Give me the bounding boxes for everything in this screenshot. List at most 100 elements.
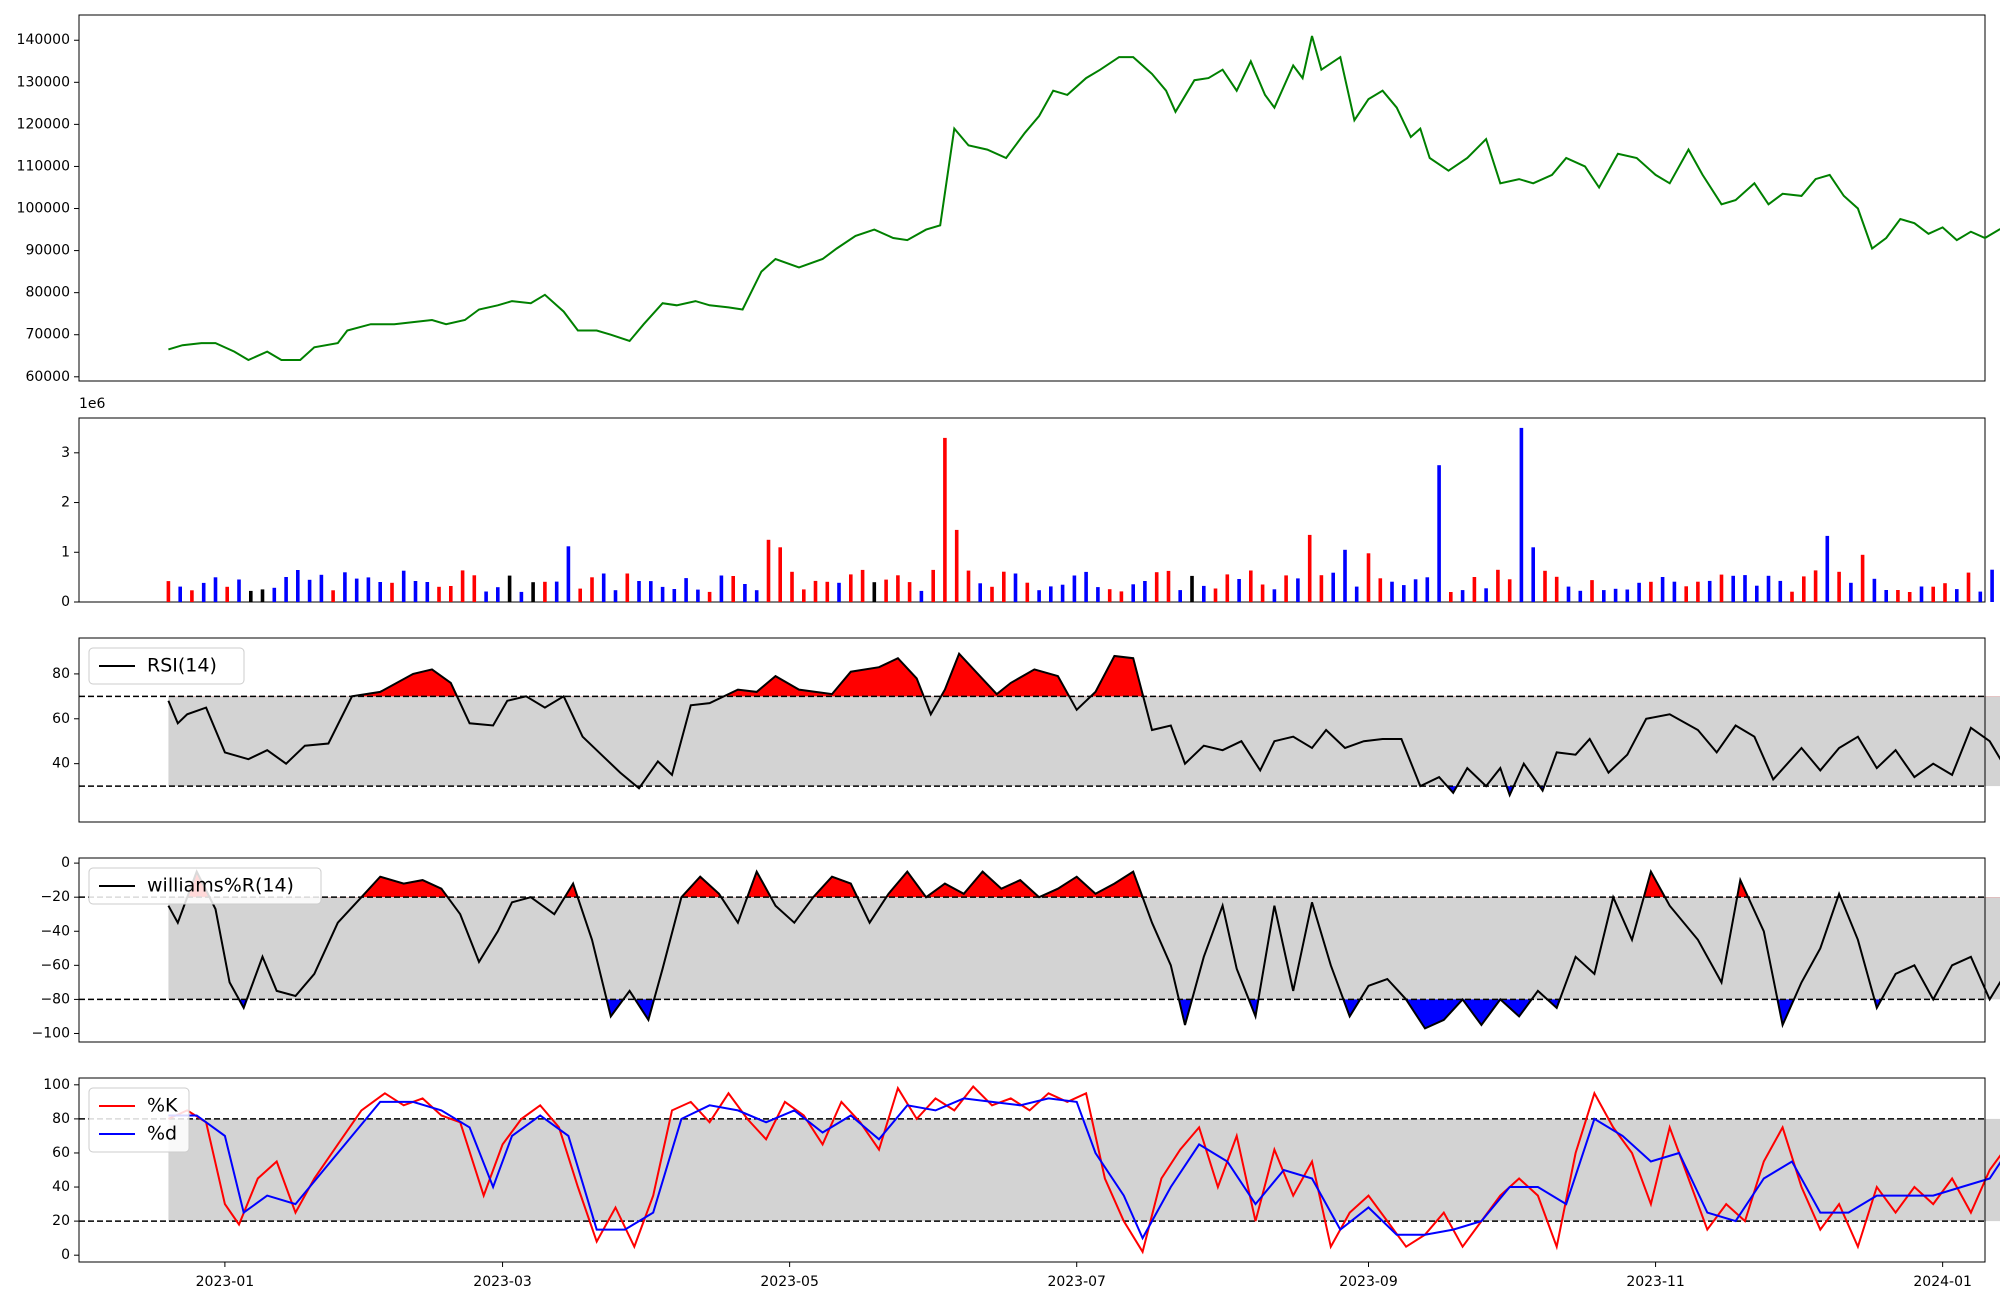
volume-bar	[919, 590, 924, 602]
volume-bar	[354, 578, 359, 602]
volume-y-tick-label: 0	[61, 594, 70, 610]
volume-bar	[613, 590, 618, 602]
volume-bar	[1225, 574, 1230, 602]
volume-bar	[684, 578, 688, 602]
rsi-oversold-fill	[168, 786, 2000, 795]
volume-bar	[178, 586, 182, 602]
stochastic-y-tick-label: 80	[52, 1111, 70, 1127]
price-y-tick-label: 110000	[17, 158, 70, 174]
volume-bar	[696, 589, 700, 602]
volume-bar	[1802, 576, 1806, 602]
volume-bar	[201, 582, 206, 602]
volume-bar	[1543, 570, 1547, 602]
x-tick-label: 2023-09	[1339, 1274, 1398, 1290]
volume-bar	[1896, 590, 1900, 602]
volume-bar	[1402, 585, 1406, 602]
volume-bar	[1696, 581, 1700, 602]
volume-bar	[213, 577, 218, 602]
volume-bar	[401, 570, 406, 602]
volume-bar	[778, 547, 782, 602]
volume-bar	[307, 579, 312, 602]
stochastic-legend-label: %K	[147, 1095, 178, 1117]
volume-bar	[1472, 577, 1477, 602]
volume-bar	[849, 574, 853, 602]
volume-bar	[1943, 583, 1947, 602]
volume-bar	[1449, 592, 1453, 602]
volume-bar	[907, 582, 912, 602]
volume-bar	[1978, 591, 1983, 602]
price-y-tick-label: 80000	[25, 285, 70, 301]
williams-band	[168, 897, 2000, 1000]
volume-bar	[1390, 581, 1394, 602]
volume-bar	[1343, 549, 1347, 602]
volume-bar	[1025, 582, 1030, 602]
volume-bar	[1296, 578, 1300, 602]
volume-bar	[1319, 575, 1324, 602]
volume-bar	[1990, 569, 1994, 602]
volume-y-tick-label: 3	[61, 445, 70, 461]
volume-bar	[1202, 585, 1206, 602]
x-tick-label: 2024-01	[1913, 1274, 1972, 1290]
volume-bar	[872, 582, 877, 602]
volume-bar	[1731, 575, 1735, 602]
volume-bar	[460, 570, 465, 602]
volume-bar	[743, 584, 747, 602]
volume-bar	[566, 546, 571, 602]
stochastic-y-tick-label: 0	[61, 1247, 70, 1263]
williams-legend-box	[88, 867, 322, 905]
price-y-tick-label: 60000	[25, 369, 70, 385]
volume-bar	[437, 586, 441, 602]
volume-bar	[931, 569, 935, 602]
stochastic-y-tick-label: 100	[43, 1077, 70, 1093]
stochastic-y-tick-label: 60	[52, 1145, 70, 1161]
x-tick-label: 2023-07	[1047, 1274, 1106, 1290]
stochastic-panel-frame	[78, 1077, 1986, 1263]
volume-bar	[1837, 571, 1841, 602]
volume-bar	[1331, 572, 1335, 602]
volume-bar	[449, 586, 453, 602]
volume-bar	[519, 591, 524, 602]
volume-bar	[1496, 569, 1500, 602]
volume-bar	[1719, 574, 1724, 602]
rsi-y-tick-label: 60	[52, 711, 70, 727]
volume-panel-frame	[78, 417, 1986, 603]
volume-bar	[496, 587, 500, 602]
volume-bar	[1190, 575, 1194, 602]
volume-bar	[1425, 577, 1430, 602]
volume-bar	[1249, 570, 1253, 602]
volume-bar	[1143, 581, 1147, 602]
stochastic-line-d	[168, 1097, 2000, 1241]
volume-bar	[507, 575, 512, 602]
volume-bar	[1413, 579, 1418, 602]
williams-legend-label: williams%R(14)	[147, 875, 294, 897]
volume-bar	[1966, 572, 1971, 602]
volume-bar	[284, 577, 288, 602]
volume-bar	[1790, 591, 1794, 602]
volume-bar	[1272, 589, 1277, 602]
volume-bar	[1119, 591, 1124, 602]
volume-bar	[1684, 586, 1688, 602]
volume-bar	[1049, 586, 1053, 602]
volume-bar	[1907, 592, 1912, 602]
volume-bar	[1366, 553, 1371, 602]
volume-bar	[990, 586, 994, 602]
volume-bar	[1743, 575, 1747, 602]
volume-bar	[1637, 582, 1641, 602]
volume-bar	[190, 590, 194, 602]
volume-bar	[1590, 580, 1594, 602]
volume-bar	[484, 591, 488, 602]
volume-bar	[1884, 590, 1888, 602]
rsi-line	[167, 651, 2000, 798]
volume-bar	[766, 539, 771, 602]
volume-bar	[966, 570, 971, 602]
volume-bar	[1213, 588, 1218, 602]
volume-bar	[1166, 570, 1171, 602]
volume-bar	[331, 590, 335, 602]
price-panel-frame	[78, 14, 1986, 382]
williams-y-tick-label: −40	[40, 923, 70, 939]
volume-bar	[825, 581, 830, 602]
volume-bar	[1437, 465, 1441, 602]
volume-bar	[802, 589, 806, 602]
volume-bar	[590, 577, 594, 602]
